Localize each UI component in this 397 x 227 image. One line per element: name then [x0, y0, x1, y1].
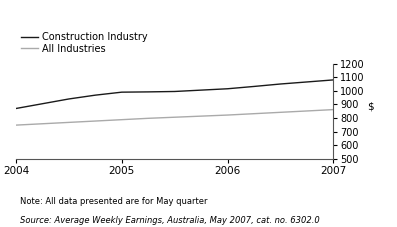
- Construction Industry: [304, 81, 309, 83]
- All Industries: [13, 124, 18, 126]
- Line: Construction Industry: Construction Industry: [16, 80, 333, 109]
- Construction Industry: [252, 85, 256, 88]
- All Industries: [66, 121, 71, 124]
- Line: All Industries: All Industries: [16, 110, 333, 125]
- Construction Industry: [331, 79, 336, 81]
- Construction Industry: [278, 83, 283, 85]
- Construction Industry: [172, 90, 177, 93]
- Y-axis label: $: $: [367, 101, 374, 111]
- Legend: Construction Industry, All Industries: Construction Industry, All Industries: [21, 32, 148, 54]
- Text: Note: All data presented are for May quarter: Note: All data presented are for May qua…: [20, 197, 207, 207]
- Construction Industry: [13, 107, 18, 110]
- Construction Industry: [93, 94, 98, 96]
- All Industries: [172, 116, 177, 118]
- All Industries: [199, 115, 204, 118]
- All Industries: [146, 117, 150, 120]
- All Industries: [93, 120, 98, 122]
- All Industries: [40, 122, 45, 125]
- Construction Industry: [225, 87, 230, 90]
- All Industries: [252, 112, 256, 115]
- Text: Source: Average Weekly Earnings, Australia, May 2007, cat. no. 6302.0: Source: Average Weekly Earnings, Austral…: [20, 216, 320, 225]
- Construction Industry: [40, 102, 45, 105]
- Construction Industry: [199, 89, 204, 91]
- Construction Industry: [66, 98, 71, 100]
- Construction Industry: [119, 91, 124, 94]
- All Industries: [119, 118, 124, 121]
- All Industries: [278, 111, 283, 114]
- All Industries: [304, 110, 309, 112]
- Construction Industry: [146, 91, 150, 93]
- All Industries: [331, 108, 336, 111]
- All Industries: [225, 114, 230, 116]
